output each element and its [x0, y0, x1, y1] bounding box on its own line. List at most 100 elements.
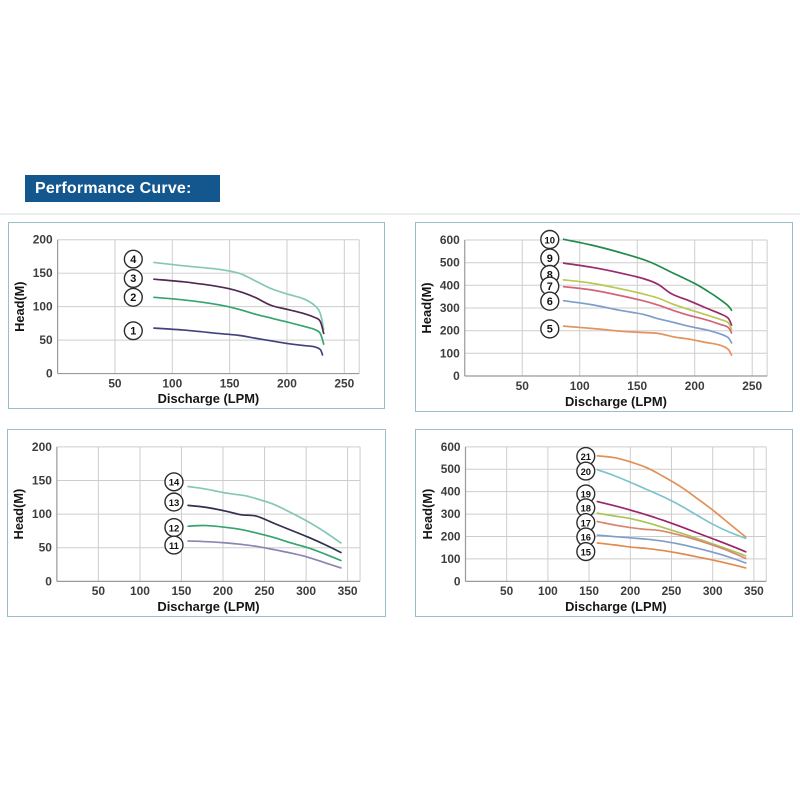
x-tick-label: 350: [744, 584, 764, 598]
y-tick-label: 100: [441, 552, 461, 566]
y-tick-label: 500: [441, 462, 461, 476]
tick-labels: 50 100 150 200 250 0 100 200 300 400 500 600: [440, 233, 763, 393]
y-tick-label: 100: [440, 346, 460, 360]
x-tick-label: 350: [338, 584, 358, 598]
x-tick-label: 300: [703, 584, 723, 598]
curve-16: [596, 534, 747, 564]
curve-label-10: 10: [540, 229, 560, 250]
curve-label-11: 11: [164, 535, 184, 555]
y-tick-label: 50: [39, 333, 53, 347]
curve-label-text: 8: [547, 269, 553, 281]
curve-label-text: 12: [169, 522, 180, 533]
tick-labels: 50 100 150 200 250 0 50 100 150 200: [33, 233, 355, 391]
x-tick-label: 150: [171, 584, 191, 598]
y-tick-label: 100: [32, 507, 52, 521]
x-tick-label: 100: [570, 379, 590, 393]
curve-label-text: 3: [130, 273, 136, 285]
curve-18: [596, 512, 747, 557]
x-axis-title: Discharge (LPM): [565, 394, 667, 409]
curve-14: [187, 485, 342, 544]
chart-panel-curves-5-10: 50 100 150 200 250 0 100 200 300 400 500 600 Dischar…: [415, 222, 793, 412]
y-tick-label: 300: [441, 507, 461, 521]
curve-7: [562, 285, 733, 334]
y-tick-label: 150: [33, 266, 53, 280]
curve-label-20: 20: [576, 461, 596, 481]
curve-10: [562, 238, 733, 312]
chart-panel-curves-1-4: 50 100 150 200 250 0 50 100 150 200 Discharge (LPM…: [8, 222, 385, 409]
curve-label-12: 12: [164, 517, 184, 538]
y-tick-label: 300: [440, 301, 460, 315]
curve-label-text: 17: [581, 517, 591, 528]
x-tick-label: 100: [162, 376, 182, 390]
x-tick-label: 100: [538, 584, 558, 598]
x-axis-title: Discharge (LPM): [157, 599, 259, 614]
chart-panel-curves-11-14: 50 100 150 200 250 300 350 0 50 100 150 200 Discharg…: [7, 429, 386, 617]
y-tick-label: 0: [453, 369, 460, 383]
y-axis-title: Head(M): [420, 489, 435, 540]
y-tick-label: 50: [39, 541, 53, 555]
curve-label-text: 14: [169, 477, 180, 488]
curve-label-4: 4: [123, 249, 143, 269]
curve-4: [153, 261, 325, 331]
y-axis-title: Head(M): [12, 281, 27, 331]
curve-label-text: 10: [545, 235, 556, 246]
curve-label-text: 19: [581, 489, 591, 500]
curve-label-text: 6: [547, 296, 553, 308]
curve-label-5: 5: [540, 319, 560, 339]
y-tick-label: 200: [32, 440, 52, 454]
x-tick-label: 100: [130, 584, 150, 598]
curve-label-text: 13: [169, 497, 180, 508]
x-axis-title: Discharge (LPM): [158, 391, 260, 406]
curve-5: [562, 325, 733, 356]
x-tick-label: 250: [662, 584, 682, 598]
gridlines: [57, 239, 360, 374]
curve-label-15: 15: [576, 541, 596, 562]
curve-label-text: 15: [581, 546, 591, 557]
y-axis-title: Head(M): [419, 282, 434, 333]
x-axis-title: Discharge (LPM): [565, 599, 666, 614]
y-tick-label: 0: [45, 574, 52, 588]
curve-label-14: 14: [164, 472, 184, 492]
curve-21: [596, 454, 747, 538]
y-axis-title: Head(M): [11, 489, 26, 540]
x-tick-label: 200: [685, 379, 705, 393]
page-title: Performance Curve:: [25, 175, 220, 202]
curve-label-18: 18: [576, 498, 596, 518]
curve-label-text: 7: [547, 281, 553, 293]
performance-chart-curves-15-21: 50 100 150 200 250 300 350 0 100 200 300 400 500 600 D…: [420, 440, 767, 614]
curve-11: [187, 540, 342, 569]
x-tick-label: 200: [277, 376, 297, 390]
curve-label-text: 9: [547, 253, 553, 265]
axes: [464, 446, 767, 582]
performance-chart-curves-1-4: 50 100 150 200 250 0 50 100 150 200 Discharge (LPM…: [12, 233, 360, 406]
curve-label-9: 9: [540, 248, 560, 268]
curve-label-text: 4: [130, 254, 136, 266]
curve-label-text: 20: [581, 466, 591, 477]
axes: [464, 240, 768, 377]
curve-2: [153, 296, 325, 345]
y-tick-label: 400: [440, 278, 460, 292]
curve-9: [562, 262, 733, 326]
tick-labels: 50 100 150 200 250 300 350 0 100 200 300 400 500 600: [441, 440, 764, 598]
x-tick-label: 150: [627, 379, 647, 393]
y-tick-label: 200: [440, 324, 460, 338]
gridlines: [56, 446, 361, 582]
x-tick-label: 50: [500, 584, 514, 598]
y-tick-label: 200: [441, 530, 461, 544]
curve-label-text: 21: [581, 451, 591, 462]
header-divider: [0, 213, 800, 215]
x-tick-label: 250: [334, 376, 354, 390]
axes: [57, 239, 360, 375]
y-tick-label: 0: [454, 574, 461, 588]
curve-label-text: 5: [547, 324, 553, 336]
y-tick-label: 200: [33, 233, 53, 247]
performance-chart-curves-5-10: 50 100 150 200 250 0 100 200 300 400 500 600 Dischar…: [419, 229, 768, 409]
x-tick-label: 150: [220, 376, 240, 390]
curve-8: [562, 279, 733, 331]
tick-labels: 50 100 150 200 250 300 350 0 50 100 150 200: [32, 440, 358, 598]
y-tick-label: 500: [440, 256, 460, 270]
curve-label-21: 21: [576, 446, 596, 467]
x-tick-label: 250: [742, 379, 762, 393]
curve-label-2: 2: [123, 287, 143, 307]
